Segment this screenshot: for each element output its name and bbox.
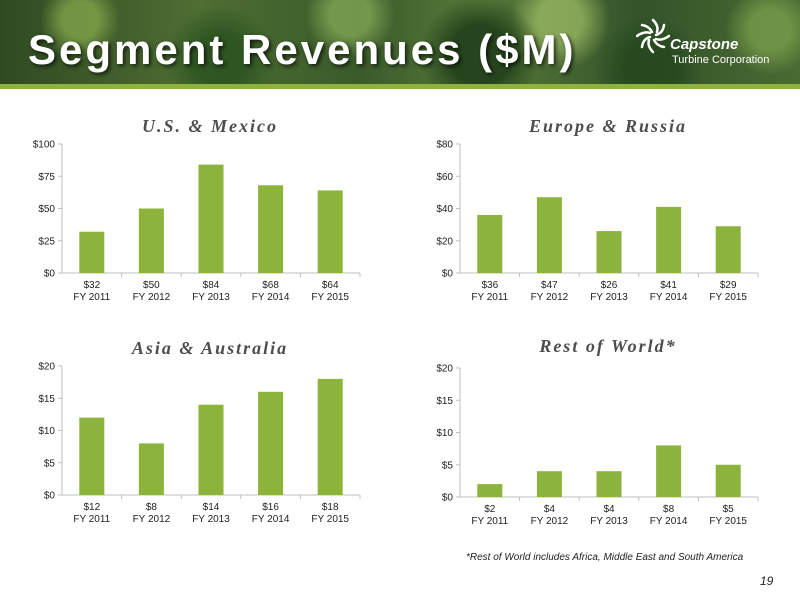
bar — [79, 231, 105, 273]
header-banner — [0, 0, 800, 84]
bar — [596, 231, 622, 273]
x-category-label: FY 2014 — [252, 292, 290, 303]
bar-value-label: $50 — [143, 280, 160, 291]
bar — [656, 206, 682, 273]
bar-value-label: $29 — [720, 280, 737, 291]
bar — [79, 417, 105, 495]
bar-value-label: $32 — [83, 280, 100, 291]
y-tick-label: $5 — [442, 460, 454, 471]
x-category-label: FY 2013 — [192, 292, 230, 303]
y-tick-label: $80 — [436, 140, 453, 151]
turbine-icon — [636, 18, 670, 54]
x-category-label: FY 2011 — [73, 514, 110, 525]
bar — [596, 471, 622, 497]
bar — [477, 214, 503, 273]
bar-value-label: $47 — [541, 280, 558, 291]
y-tick-label: $50 — [38, 204, 55, 215]
bar-value-label: $4 — [544, 504, 556, 515]
x-category-label: FY 2011 — [471, 292, 508, 303]
bar — [317, 190, 343, 273]
bar-value-label: $41 — [660, 280, 677, 291]
y-tick-label: $0 — [44, 491, 56, 502]
x-category-label: FY 2012 — [133, 292, 171, 303]
y-tick-label: $0 — [442, 493, 454, 504]
bar — [258, 391, 284, 495]
bar — [138, 208, 164, 273]
y-tick-label: $40 — [436, 204, 453, 215]
bar-value-label: $8 — [663, 504, 675, 515]
bar — [477, 484, 503, 497]
x-category-label: FY 2012 — [531, 516, 569, 527]
slide-title: Segment Revenues ($M) — [28, 26, 577, 73]
bar — [656, 445, 682, 497]
y-tick-label: $100 — [33, 140, 56, 151]
bar-value-label: $2 — [484, 504, 496, 515]
y-tick-label: $15 — [436, 396, 453, 407]
bar — [715, 464, 741, 497]
x-category-label: FY 2012 — [531, 292, 569, 303]
y-tick-label: $0 — [442, 269, 454, 280]
bar-value-label: $68 — [262, 280, 279, 291]
x-category-label: FY 2014 — [650, 516, 688, 527]
y-tick-label: $75 — [38, 172, 55, 183]
footnote: *Rest of World includes Africa, Middle E… — [466, 552, 744, 563]
y-tick-label: $15 — [38, 394, 55, 405]
bar — [536, 197, 562, 273]
y-tick-label: $25 — [38, 236, 55, 247]
bar-value-label: $5 — [723, 504, 735, 515]
y-tick-label: $20 — [38, 362, 55, 373]
x-category-label: FY 2014 — [252, 514, 290, 525]
x-category-label: FY 2012 — [133, 514, 171, 525]
x-category-label: FY 2013 — [590, 292, 628, 303]
y-tick-label: $0 — [44, 269, 56, 280]
x-category-label: FY 2013 — [590, 516, 628, 527]
bar-value-label: $18 — [322, 502, 339, 513]
bar-value-label: $64 — [322, 280, 339, 291]
chart-title-europe-russia: Europe & Russia — [528, 116, 688, 136]
bar — [198, 404, 224, 495]
header-accent-stripe — [0, 84, 800, 89]
chart-title-rest-of-world: Rest of World* — [539, 336, 677, 356]
chart-rest-of-world: $0$5$10$15$20$2FY 2011$4FY 2012$4FY 2013… — [436, 364, 759, 527]
x-category-label: FY 2015 — [709, 516, 747, 527]
x-category-label: FY 2015 — [311, 514, 349, 525]
y-tick-label: $20 — [436, 364, 453, 375]
x-category-label: FY 2011 — [471, 516, 508, 527]
bar-value-label: $84 — [203, 280, 220, 291]
bar — [317, 378, 343, 495]
logo-name: Capstone — [670, 36, 739, 53]
bar-value-label: $12 — [83, 502, 100, 513]
x-category-label: FY 2015 — [311, 292, 349, 303]
x-category-label: FY 2011 — [73, 292, 110, 303]
y-tick-label: $10 — [436, 428, 453, 439]
bar-value-label: $8 — [146, 502, 158, 513]
chart-title-us-mexico: U.S. & Mexico — [142, 116, 278, 136]
logo-tagline: Turbine Corporation — [672, 54, 770, 66]
bar — [715, 226, 741, 273]
page-number: 19 — [760, 574, 774, 588]
x-category-label: FY 2014 — [650, 292, 688, 303]
y-tick-label: $5 — [44, 458, 56, 469]
y-tick-label: $60 — [436, 172, 453, 183]
bar — [258, 185, 284, 273]
bar-value-label: $16 — [262, 502, 279, 513]
bar — [198, 164, 224, 273]
y-tick-label: $10 — [38, 426, 55, 437]
bar-value-label: $14 — [203, 502, 220, 513]
bar-value-label: $36 — [481, 280, 498, 291]
company-logo: Capstone Turbine Corporation — [636, 14, 786, 74]
x-category-label: FY 2015 — [709, 292, 747, 303]
x-category-label: FY 2013 — [192, 514, 230, 525]
bar — [536, 471, 562, 497]
bar-value-label: $26 — [601, 280, 618, 291]
y-tick-label: $20 — [436, 236, 453, 247]
bar — [138, 443, 164, 495]
bar-value-label: $4 — [603, 504, 615, 515]
chart-title-asia-australia: Asia & Australia — [131, 338, 289, 358]
